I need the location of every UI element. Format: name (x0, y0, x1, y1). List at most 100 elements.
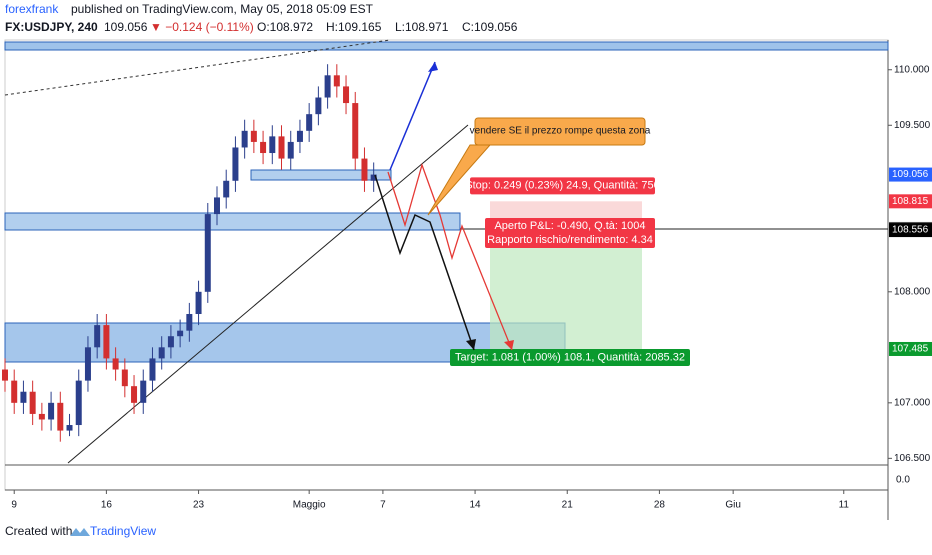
candle-body (121, 369, 128, 387)
pnl-text: Aperto P&L: -0.490, Q.tà: 1004 (494, 220, 645, 232)
candle-body (324, 75, 331, 98)
zone (250, 169, 392, 181)
candle-body (352, 103, 359, 159)
arrow-head (504, 340, 514, 350)
arrow-head (466, 339, 476, 350)
ratio-text: Rapporto rischio/rendimento: 4.34 (487, 234, 653, 246)
last-price: 109.056 (104, 20, 148, 34)
symbol: FX:USDJPY, 240 (5, 20, 98, 34)
drawings: vendere SE il prezzo rompe questa zona (374, 61, 651, 351)
candle-body (177, 330, 184, 337)
target-text: Target: 1.081 (1.00%) 108.1, Quantità: 2… (455, 351, 685, 363)
plot-area (4, 39, 889, 520)
price-marker (889, 194, 932, 209)
y-tick-label: 108.000 (894, 286, 931, 297)
axes: 106.500 107.000 108.000 109.500 110.000 9 16 23… (11, 64, 932, 511)
ohlc-high: H:109.165 (326, 20, 382, 34)
ohlc-close: C:109.056 (462, 20, 518, 34)
candle-body (57, 402, 64, 431)
price-marker (889, 223, 932, 238)
change: ▼ −0.124 (−0.11%) (150, 20, 254, 34)
candle-body (213, 197, 220, 215)
candle-body (343, 86, 350, 104)
price-marker-label: 109.056 (892, 169, 929, 180)
candle-body (66, 425, 73, 431)
candle-body (250, 130, 257, 142)
candle-body (306, 114, 313, 131)
published: published on TradingView.com, May 05, 20… (71, 2, 374, 16)
footer: Created with TradingView (5, 524, 156, 538)
ohlc-low: L:108.971 (395, 20, 449, 34)
y-tick-label: 110.000 (894, 64, 930, 75)
lower-pane-tick-label: 0.0 (896, 475, 910, 486)
author[interactable]: forexfrank (5, 2, 59, 16)
candle-body (158, 347, 165, 359)
candle-body (48, 402, 55, 420)
y-tick-label: 107.000 (894, 397, 931, 408)
position-tool: Stop: 0.249 (0.23%) 24.9, Quantità: 750 A… (450, 177, 888, 366)
brand[interactable]: TradingView (90, 524, 156, 538)
candle-body (260, 141, 267, 154)
candle-body (20, 391, 27, 403)
arrow-head (428, 62, 438, 72)
candles (2, 64, 377, 442)
x-tick-label: 11 (839, 500, 850, 511)
stop-text: Stop: 0.249 (0.23%) 24.9, Quantità: 750 (465, 180, 659, 192)
candle-body (38, 413, 45, 420)
candle-body (131, 386, 138, 403)
candle-body (370, 174, 377, 181)
logo (70, 528, 90, 536)
zone (4, 212, 461, 231)
stop-box (470, 177, 655, 195)
x-tick-label: Maggio (293, 500, 326, 511)
callout-text: vendere SE il prezzo rompe questa zona (470, 126, 651, 137)
y-tick-label: 106.500 (894, 453, 931, 464)
candle-body (204, 214, 211, 292)
arrow (387, 162, 513, 351)
candle-body (103, 325, 110, 359)
price-marker-label: 108.815 (892, 196, 929, 207)
candle-body (186, 314, 193, 331)
ohlc-open: O:108.972 (257, 20, 313, 34)
candle-body (167, 336, 174, 348)
arrow (389, 61, 436, 171)
x-tick-label: 14 (470, 500, 482, 511)
zone (4, 41, 889, 51)
trend-line (4, 39, 391, 96)
x-tick-label: 16 (101, 500, 113, 511)
candle-body (361, 158, 368, 181)
candle-body (112, 358, 119, 370)
candle-body (241, 130, 248, 148)
x-tick-label: 21 (562, 500, 574, 511)
candle-body (140, 380, 147, 403)
candle-body (315, 97, 322, 115)
created-with: Created with (5, 524, 72, 538)
price-marker (889, 167, 932, 182)
price-marker-label: 107.485 (892, 344, 929, 355)
candle-body (195, 291, 202, 315)
candle-body (269, 136, 276, 154)
arrow (374, 174, 475, 351)
x-tick-label: Giu (725, 500, 741, 511)
candle-body (296, 130, 303, 142)
plot-frame (4, 39, 889, 491)
trend-line (67, 124, 469, 464)
candle-body (287, 141, 294, 159)
candle-body (2, 369, 8, 381)
candle-body (75, 380, 82, 426)
candle-body (278, 136, 285, 159)
x-tick-label: 28 (654, 500, 666, 511)
candle-body (232, 147, 239, 181)
reward-area (490, 228, 642, 349)
candle-body (94, 325, 101, 348)
candle-body (333, 75, 340, 87)
price-marker (889, 341, 932, 356)
callout-box (474, 117, 646, 146)
candle-body (29, 391, 36, 414)
candle-body (223, 180, 230, 198)
target-box (450, 348, 690, 366)
candle-body (11, 380, 18, 403)
candle-body (84, 347, 91, 381)
price-marker-label: 108.556 (892, 225, 929, 236)
